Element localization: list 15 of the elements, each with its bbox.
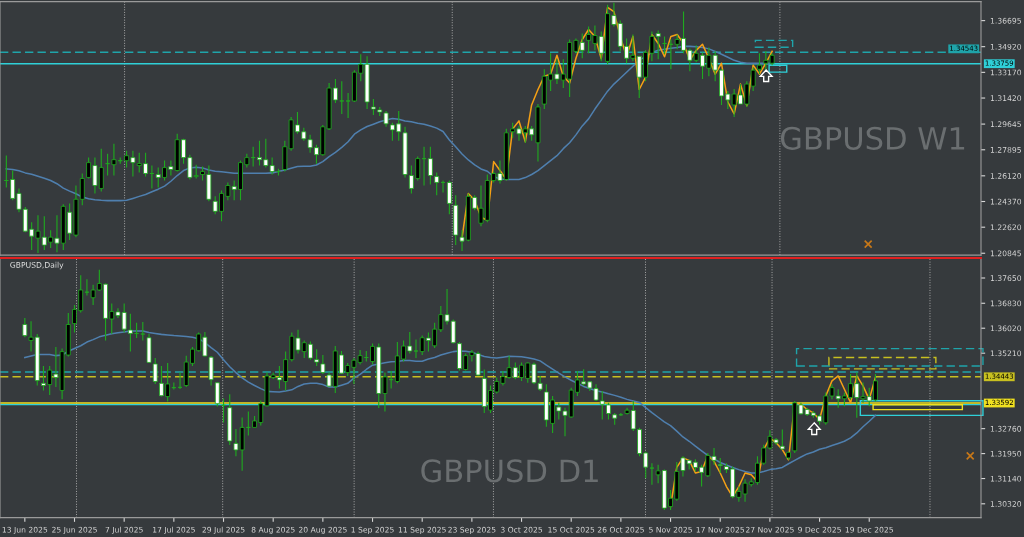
candlestick [208,355,214,387]
candlestick [345,92,351,119]
candlestick [214,381,220,408]
candlestick [413,339,419,359]
candlestick [446,179,452,215]
candlestick [779,429,785,451]
candlestick [22,317,28,338]
candlestick [649,462,655,486]
candlestick [140,321,146,342]
candlestick [427,146,433,186]
candlestick [757,52,762,75]
candlestick [434,172,440,196]
candlestick [339,80,345,115]
candlestick [152,357,158,385]
candlestick [320,354,326,375]
